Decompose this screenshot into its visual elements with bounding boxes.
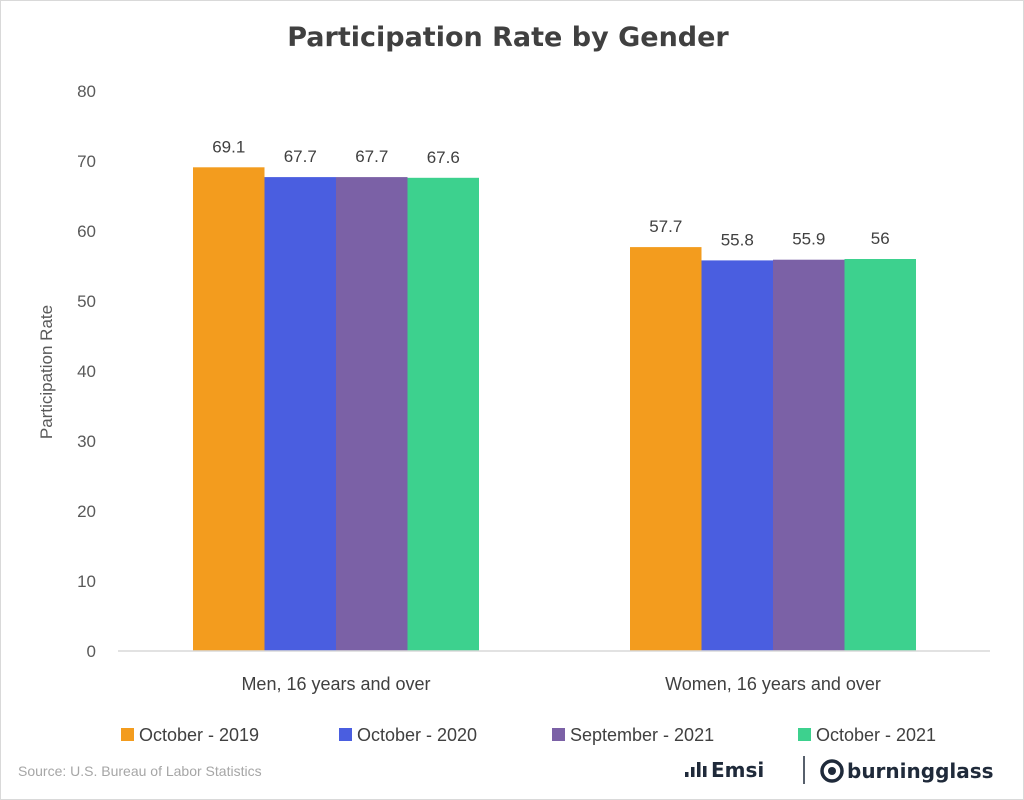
legend-swatch <box>121 728 134 741</box>
bar-data-label: 55.9 <box>792 230 825 249</box>
bar-data-label: 67.7 <box>284 147 317 166</box>
legend-label: September - 2021 <box>570 725 714 745</box>
bar-data-label: 67.6 <box>427 148 460 167</box>
bar <box>773 259 845 651</box>
legend-label: October - 2021 <box>816 725 936 745</box>
y-axis-label: Participation Rate <box>37 305 56 439</box>
y-tick-label: 20 <box>77 502 96 521</box>
bar <box>407 177 479 652</box>
legend-label: October - 2020 <box>357 725 477 745</box>
bar <box>630 247 702 651</box>
y-tick-label: 10 <box>77 572 96 591</box>
bar-data-label: 56 <box>871 229 890 248</box>
legend-label: October - 2019 <box>139 725 259 745</box>
y-tick-label: 50 <box>77 292 96 311</box>
bar <box>844 259 916 651</box>
x-tick-label: Women, 16 years and over <box>665 674 881 694</box>
burningglass-wordmark: burningglass <box>847 759 994 783</box>
burningglass-gear-icon <box>820 759 844 783</box>
bar-data-label: 67.7 <box>355 147 388 166</box>
bar-data-label: 57.7 <box>649 217 682 236</box>
legend-swatch <box>552 728 565 741</box>
x-axis-ticks: Men, 16 years and over Women, 16 years an… <box>241 674 880 694</box>
legend: October - 2019 October - 2020 September - … <box>121 725 936 745</box>
emsi-bars-icon <box>685 762 707 777</box>
emsi-logo: Emsi <box>685 758 764 782</box>
chart-title: Participation Rate by Gender <box>287 22 729 53</box>
y-tick-label: 60 <box>77 222 96 241</box>
emsi-wordmark: Emsi <box>711 758 764 782</box>
bar <box>336 177 408 651</box>
legend-swatch <box>798 728 811 741</box>
x-tick-label: Men, 16 years and over <box>241 674 430 694</box>
y-tick-label: 80 <box>77 82 96 101</box>
source-note: Source: U.S. Bureau of Labor Statistics <box>18 763 262 779</box>
bar-group <box>193 167 916 652</box>
y-tick-label: 30 <box>77 432 96 451</box>
y-tick-label: 70 <box>77 152 96 171</box>
data-labels: 69.1 67.7 67.7 67.6 57.7 55.8 55.9 56 <box>212 137 890 249</box>
bar <box>701 260 773 651</box>
y-tick-label: 40 <box>77 362 96 381</box>
legend-swatch <box>339 728 352 741</box>
bar-data-label: 69.1 <box>212 137 245 156</box>
y-tick-label: 0 <box>87 642 96 661</box>
bar <box>264 177 336 651</box>
bar-data-label: 55.8 <box>721 230 754 249</box>
burningglass-logo: burningglass <box>820 759 994 783</box>
bar <box>193 167 265 652</box>
y-axis-ticks: 0 10 20 30 40 50 60 70 80 <box>77 82 96 661</box>
